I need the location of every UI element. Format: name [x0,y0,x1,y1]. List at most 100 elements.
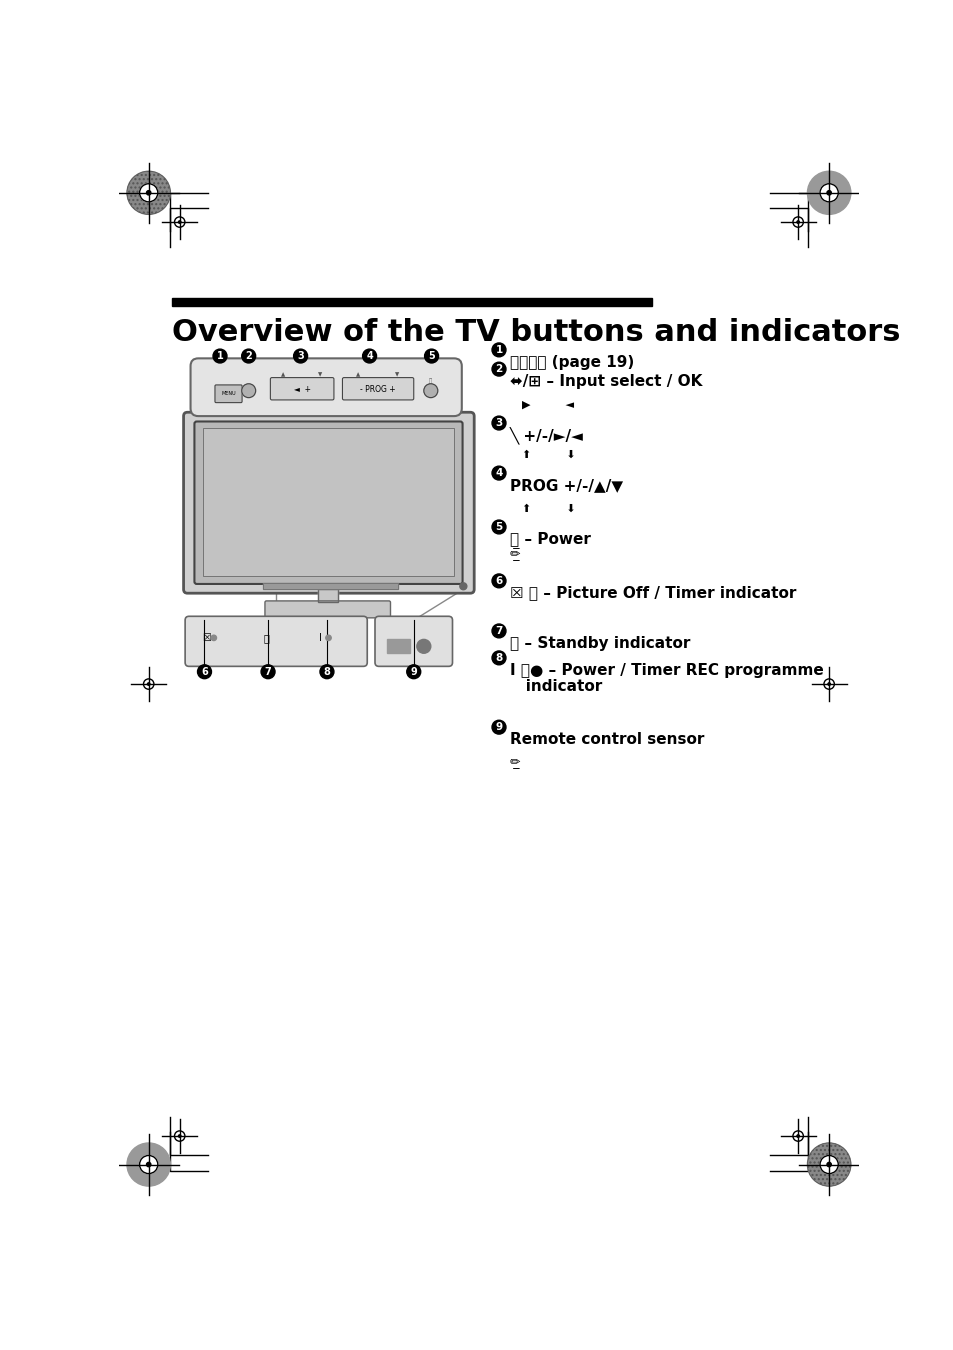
Text: indicator: indicator [509,679,601,694]
Circle shape [241,383,255,398]
Circle shape [492,651,505,664]
Circle shape [806,171,850,215]
Circle shape [492,343,505,356]
Circle shape [127,171,171,215]
Circle shape [294,350,307,363]
Text: ⏻ – Standby indicator: ⏻ – Standby indicator [509,636,690,651]
Circle shape [796,221,799,223]
Text: ✏̲: ✏̲ [509,756,519,770]
Text: ⏻ – Power: ⏻ – Power [509,532,590,547]
Text: 1: 1 [216,351,223,360]
Circle shape [492,721,505,734]
Circle shape [241,350,255,363]
Circle shape [197,664,212,679]
Text: ☒: ☒ [201,633,211,643]
Circle shape [492,574,505,587]
FancyBboxPatch shape [214,385,242,402]
Text: ⏻: ⏻ [429,378,432,385]
Bar [262,583,397,590]
Text: ▼: ▼ [395,373,398,378]
Text: 4: 4 [495,468,502,478]
Text: 2: 2 [495,364,502,374]
Text: 1: 1 [495,344,502,355]
FancyBboxPatch shape [185,617,367,667]
Circle shape [213,350,227,363]
Circle shape [143,679,153,690]
FancyBboxPatch shape [342,378,414,400]
Text: ⬆          ⬇: ⬆ ⬇ [521,450,576,459]
Circle shape [325,634,331,640]
Circle shape [174,217,185,227]
Circle shape [459,583,466,590]
Text: ▼: ▼ [317,373,322,378]
Circle shape [148,683,150,686]
Text: PROG +/-/▲/▼: PROG +/-/▲/▼ [509,478,622,493]
Text: - PROG +: - PROG + [360,385,395,394]
Bar [203,428,454,576]
Text: Remote control sensor: Remote control sensor [509,732,703,747]
Text: ☒ ⏻ – Picture Off / Timer indicator: ☒ ⏻ – Picture Off / Timer indicator [509,586,796,601]
Circle shape [492,466,505,481]
Circle shape [492,416,505,429]
Circle shape [823,679,834,690]
Text: I ⏻● – Power / Timer REC programme: I ⏻● – Power / Timer REC programme [509,663,822,678]
FancyBboxPatch shape [194,421,462,585]
Circle shape [174,1131,185,1141]
FancyBboxPatch shape [270,378,334,400]
Circle shape [139,1156,157,1173]
Text: 5: 5 [428,351,435,360]
Circle shape [261,664,274,679]
Text: ◄  +: ◄ + [294,385,311,394]
Text: Overview of the TV buttons and indicators: Overview of the TV buttons and indicator… [172,317,900,347]
Circle shape [826,190,830,194]
Circle shape [416,640,431,653]
Circle shape [792,217,802,227]
Circle shape [492,362,505,377]
Text: 7: 7 [495,626,502,636]
Text: 8: 8 [495,653,502,663]
Circle shape [423,383,437,398]
Circle shape [820,184,838,202]
Circle shape [796,1135,799,1137]
Text: 9: 9 [495,722,502,732]
Text: 6: 6 [201,667,208,676]
Text: ▶          ◄: ▶ ◄ [521,400,574,409]
Circle shape [139,184,157,202]
Text: ⬆          ⬇: ⬆ ⬇ [521,504,576,513]
Text: 4: 4 [366,351,373,360]
Circle shape [147,1162,151,1166]
Circle shape [492,624,505,637]
Circle shape [792,1131,802,1141]
Text: ▲: ▲ [280,373,285,378]
Circle shape [147,190,151,194]
Bar [172,298,652,306]
Text: ╲ +/-/►/◄: ╲ +/-/►/◄ [509,428,583,446]
FancyBboxPatch shape [265,601,390,618]
Text: 2: 2 [245,351,252,360]
Circle shape [362,350,376,363]
Bar [386,640,410,653]
Text: 8: 8 [323,667,330,676]
FancyBboxPatch shape [183,412,474,593]
Circle shape [806,1143,850,1187]
FancyBboxPatch shape [191,358,461,416]
Circle shape [827,683,829,686]
Text: 5: 5 [495,522,502,532]
Text: 6: 6 [495,576,502,586]
Circle shape [127,1143,171,1187]
Text: ⏻: ⏻ [263,633,269,643]
Bar [203,428,454,576]
Circle shape [178,221,181,223]
Text: 3: 3 [297,351,304,360]
Bar [317,589,337,602]
Circle shape [178,1135,181,1137]
Text: I: I [319,633,322,643]
Circle shape [424,350,438,363]
Circle shape [492,520,505,533]
Text: ⬌/⊞ – Input select / OK: ⬌/⊞ – Input select / OK [509,374,701,389]
Bar [262,583,397,590]
Text: ▲: ▲ [355,373,359,378]
Bar [317,589,337,602]
Text: 9: 9 [410,667,416,676]
Circle shape [406,664,420,679]
